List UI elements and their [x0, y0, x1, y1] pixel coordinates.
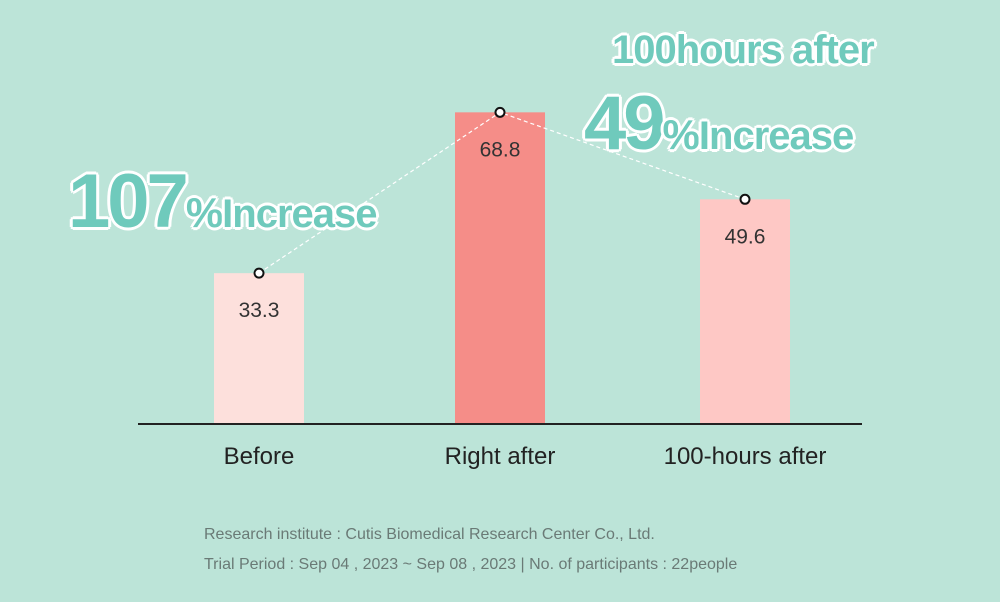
- trend-point-1: [494, 106, 506, 118]
- category-label-0: Before: [224, 443, 295, 470]
- trial-period-note: Trial Period : Sep 04 , 2023 ~ Sep 08 , …: [204, 556, 738, 573]
- category-label-2: 100-hours after: [664, 443, 827, 470]
- increase-callout-left: 107%Increase: [68, 158, 378, 245]
- increase-word: Increase: [222, 192, 377, 236]
- bar-value-label-2: 49.6: [725, 225, 766, 248]
- percent-sign: %: [185, 189, 223, 236]
- increase-callout-right-title: 100hours after: [612, 28, 875, 72]
- trend-points-group: [253, 106, 751, 279]
- bar-1: [455, 112, 545, 424]
- research-institute-note: Research institute : Cutis Biomedical Re…: [204, 526, 655, 543]
- labels-group: 33.3 Before 68.8 Right after 49.6 100-hours a…: [224, 138, 827, 470]
- trend-point-2: [739, 193, 751, 205]
- increase-word: Increase: [698, 114, 854, 158]
- bar-0: [214, 273, 304, 424]
- bar-2: [700, 199, 790, 424]
- increase-callout-right: 49%Increase: [584, 80, 854, 167]
- category-label-1: Right after: [445, 443, 556, 470]
- increase-number: 49: [584, 81, 666, 166]
- trend-point-0: [253, 267, 265, 279]
- bars-group: [214, 112, 790, 424]
- increase-number: 107: [68, 159, 189, 244]
- bar-value-label-1: 68.8: [480, 138, 521, 161]
- bar-value-label-0: 33.3: [239, 299, 280, 322]
- percent-sign: %: [662, 111, 700, 158]
